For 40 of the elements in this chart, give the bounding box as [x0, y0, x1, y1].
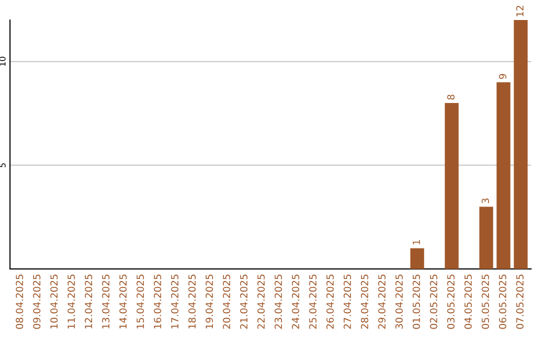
data-label: 8: [447, 94, 455, 100]
x-tick-label: 02.05.2025: [430, 274, 438, 329]
x-tick-label: 18.04.2025: [188, 274, 196, 328]
x-tick-label: 13.04.2025: [102, 274, 110, 328]
x-tick-label: 27.04.2025: [344, 274, 352, 329]
bar: [410, 248, 424, 269]
x-tick-label: 08.04.2025: [16, 274, 24, 329]
data-label: 3: [482, 198, 490, 204]
x-tick-label: 16.04.2025: [154, 274, 162, 328]
x-tick-label: 20.04.2025: [222, 274, 230, 329]
data-label: 12: [516, 6, 524, 16]
data-label: 1: [412, 240, 420, 244]
x-tick-label: 06.05.2025: [498, 274, 506, 329]
data-label: 9: [498, 74, 506, 79]
x-tick-label: 21.04.2025: [240, 274, 248, 329]
x-tick-label: 23.04.2025: [274, 274, 282, 329]
x-tick-label: 29.04.2025: [378, 274, 386, 329]
x-tick-label: 04.05.2025: [464, 274, 472, 329]
bar: [496, 82, 510, 269]
x-tick-label: 19.04.2025: [206, 274, 213, 328]
x-tick-label: 28.04.2025: [360, 274, 368, 329]
x-tick-label: 09.04.2025: [33, 274, 40, 329]
x-tick-label: 07.05.2025: [516, 274, 524, 329]
x-tick-label: 15.04.2025: [136, 274, 144, 328]
x-tick-label: 01.05.2025: [412, 274, 420, 329]
x-tick-label: 11.04.2025: [68, 274, 75, 328]
bar: [514, 20, 528, 269]
x-tick-label: 17.04.2025: [171, 274, 178, 328]
x-tick-label: 03.05.2025: [447, 274, 455, 329]
x-tick-label: 10.04.2025: [50, 274, 58, 328]
x-tick-label: 05.05.2025: [482, 274, 490, 329]
bar: [444, 103, 459, 269]
bar: [479, 206, 494, 269]
x-tick-label: 25.04.2025: [309, 274, 316, 329]
x-tick-label: 12.04.2025: [84, 274, 92, 328]
x-tick-label: 14.04.2025: [119, 274, 127, 328]
x-tick-label: 26.04.2025: [326, 274, 334, 329]
x-tick-label: 22.04.2025: [257, 274, 265, 329]
x-tick-label: 30.04.2025: [395, 274, 403, 329]
x-tick-label: 24.04.2025: [292, 274, 300, 329]
